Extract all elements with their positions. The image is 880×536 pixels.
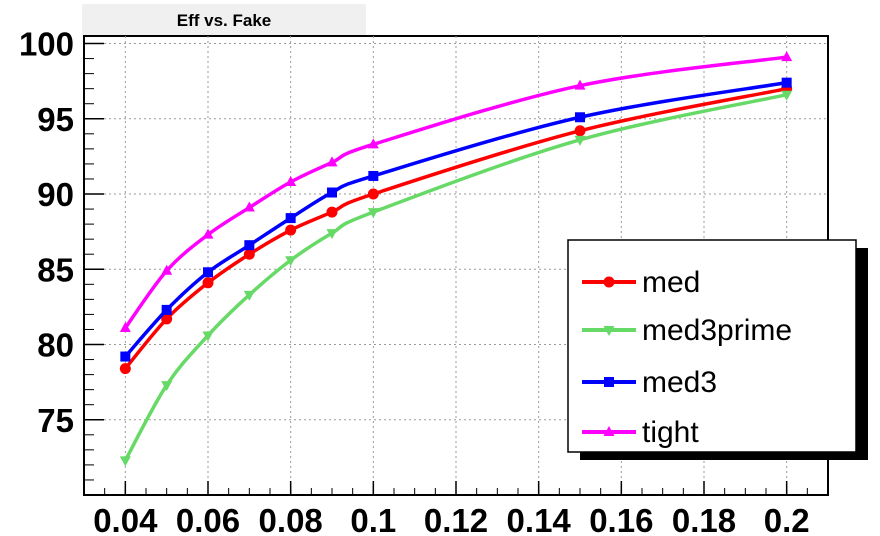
data-point-marker — [326, 156, 338, 167]
legend-item-med3: med3 — [582, 366, 717, 399]
data-point-marker — [244, 240, 255, 251]
data-point-marker — [327, 187, 337, 198]
legend-item-med3prime: med3prime — [582, 314, 792, 347]
data-point-marker — [243, 248, 255, 260]
data-point-marker — [326, 229, 338, 240]
series-med3 — [120, 77, 792, 362]
data-point-marker — [326, 206, 338, 218]
x-tick-label: 0.18 — [672, 502, 736, 536]
x-tick-label: 0.2 — [764, 502, 810, 536]
data-point-marker — [604, 377, 614, 387]
data-point-marker — [119, 321, 131, 332]
data-point-marker — [243, 201, 255, 212]
x-tick-label: 0.08 — [259, 502, 323, 536]
data-point-marker — [119, 363, 131, 375]
data-point-marker — [285, 224, 297, 236]
legend-label: med3prime — [642, 314, 792, 347]
data-point-marker — [368, 170, 379, 181]
data-point-marker — [781, 51, 793, 62]
data-point-marker — [285, 213, 296, 224]
data-point-marker — [574, 79, 586, 90]
data-point-marker — [603, 326, 615, 336]
legend: med med3prime med3 tight — [567, 239, 868, 460]
data-point-marker — [119, 456, 131, 467]
data-point-marker — [202, 277, 214, 289]
y-tick-label: 90 — [37, 176, 74, 213]
data-point-marker — [603, 426, 615, 436]
data-point-marker — [285, 256, 297, 267]
data-point-marker — [285, 175, 297, 186]
data-point-marker — [202, 228, 214, 239]
data-point-marker — [781, 90, 793, 101]
title-box: Eff vs. Fake — [82, 4, 366, 36]
series-med3prime — [119, 90, 793, 467]
y-tick-label: 95 — [37, 101, 74, 138]
x-axis-tick-labels: 0.04 0.06 0.08 0.1 0.12 0.14 0.16 0.18 0.2 — [93, 502, 809, 536]
y-tick-label: 100 — [19, 26, 74, 63]
data-point-marker — [202, 331, 214, 342]
x-tick-label: 0.14 — [507, 502, 572, 536]
data-point-marker — [575, 112, 585, 123]
data-point-marker — [161, 304, 172, 315]
legend-box — [567, 239, 857, 453]
x-tick-label: 0.06 — [176, 502, 240, 536]
data-point-marker — [367, 138, 379, 149]
legend-label: med — [642, 266, 700, 299]
data-point-marker — [367, 208, 379, 219]
data-point-marker — [161, 264, 173, 275]
y-tick-label: 85 — [37, 251, 74, 288]
axis-ticks — [83, 42, 829, 495]
y-axis-tick-labels: 75 80 85 90 95 100 — [19, 26, 74, 439]
data-point-marker — [781, 77, 792, 88]
x-tick-label: 0.04 — [93, 502, 158, 536]
series-tight — [119, 51, 793, 332]
y-tick-label: 80 — [37, 327, 74, 364]
legend-label: tight — [642, 416, 699, 449]
data-point-marker — [203, 267, 213, 278]
legend-item-med: med — [582, 266, 700, 299]
x-tick-label: 0.1 — [350, 502, 396, 536]
data-point-marker — [574, 135, 586, 146]
x-tick-label: 0.16 — [589, 502, 653, 536]
data-point-marker — [367, 188, 379, 200]
data-point-marker — [161, 381, 173, 392]
data-point-marker — [574, 125, 586, 137]
series-lines — [119, 51, 793, 467]
y-tick-label: 75 — [37, 402, 74, 439]
data-point-marker — [603, 276, 615, 288]
data-point-marker — [161, 313, 173, 325]
data-point-marker — [243, 290, 255, 301]
legend-label: med3 — [642, 366, 717, 399]
data-point-marker — [120, 351, 131, 362]
series-med — [119, 83, 793, 375]
x-tick-label: 0.12 — [424, 502, 488, 536]
legend-item-tight: tight — [582, 416, 699, 449]
chart-title: Eff vs. Fake — [177, 11, 272, 30]
